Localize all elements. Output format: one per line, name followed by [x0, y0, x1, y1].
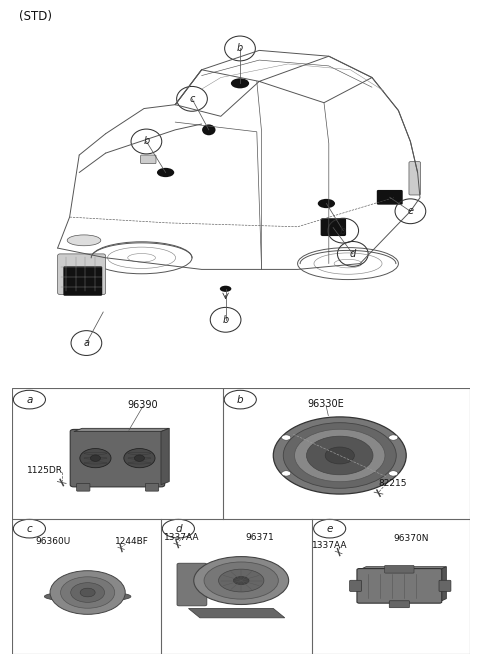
- Ellipse shape: [194, 556, 288, 604]
- Circle shape: [283, 422, 396, 488]
- Text: b: b: [237, 43, 243, 53]
- FancyBboxPatch shape: [145, 484, 159, 491]
- Text: 1337AA: 1337AA: [312, 541, 348, 550]
- Text: d: d: [349, 249, 356, 259]
- Ellipse shape: [67, 235, 101, 246]
- Text: 1337AA: 1337AA: [164, 533, 199, 541]
- FancyBboxPatch shape: [77, 484, 90, 491]
- Ellipse shape: [233, 577, 249, 585]
- Polygon shape: [74, 428, 169, 432]
- Circle shape: [71, 583, 105, 602]
- Polygon shape: [189, 608, 285, 618]
- FancyBboxPatch shape: [409, 162, 420, 195]
- FancyBboxPatch shape: [141, 155, 156, 164]
- FancyBboxPatch shape: [389, 600, 409, 608]
- Ellipse shape: [124, 449, 155, 468]
- Circle shape: [313, 519, 346, 538]
- FancyBboxPatch shape: [357, 568, 442, 603]
- Text: a: a: [26, 395, 33, 405]
- FancyBboxPatch shape: [377, 190, 403, 205]
- Circle shape: [162, 519, 194, 538]
- Text: e: e: [326, 524, 333, 533]
- Text: 1125DR: 1125DR: [27, 466, 63, 474]
- Circle shape: [282, 435, 291, 440]
- Circle shape: [13, 519, 46, 538]
- Circle shape: [389, 471, 398, 476]
- Text: (STD): (STD): [19, 10, 52, 23]
- Ellipse shape: [298, 248, 398, 280]
- Text: 96370N: 96370N: [393, 534, 429, 543]
- FancyBboxPatch shape: [70, 430, 165, 487]
- Text: c: c: [189, 94, 195, 104]
- FancyBboxPatch shape: [349, 580, 361, 591]
- Ellipse shape: [91, 242, 192, 274]
- Ellipse shape: [80, 449, 111, 468]
- Circle shape: [273, 417, 406, 494]
- Ellipse shape: [134, 455, 144, 461]
- Circle shape: [325, 447, 354, 464]
- Ellipse shape: [90, 455, 100, 461]
- Text: b: b: [222, 315, 229, 325]
- Circle shape: [202, 124, 216, 135]
- Circle shape: [224, 390, 256, 409]
- Circle shape: [295, 429, 385, 482]
- Ellipse shape: [220, 286, 231, 292]
- FancyBboxPatch shape: [63, 266, 102, 296]
- Circle shape: [282, 471, 291, 476]
- Circle shape: [389, 435, 398, 440]
- Text: d: d: [175, 524, 182, 533]
- FancyBboxPatch shape: [384, 566, 414, 573]
- Ellipse shape: [218, 569, 264, 592]
- Text: 96360U: 96360U: [36, 537, 71, 547]
- Ellipse shape: [157, 168, 174, 177]
- Circle shape: [80, 588, 95, 597]
- FancyBboxPatch shape: [439, 580, 451, 591]
- Polygon shape: [161, 428, 169, 485]
- Ellipse shape: [231, 78, 249, 89]
- Text: b: b: [340, 225, 347, 236]
- FancyBboxPatch shape: [58, 254, 106, 294]
- Polygon shape: [359, 567, 446, 570]
- Ellipse shape: [45, 591, 131, 602]
- Text: 96390: 96390: [127, 400, 158, 410]
- FancyBboxPatch shape: [321, 218, 346, 236]
- Circle shape: [60, 577, 115, 608]
- Text: 82215: 82215: [378, 479, 407, 488]
- Text: 96330E: 96330E: [308, 399, 344, 409]
- Text: 96371: 96371: [245, 533, 274, 541]
- Text: e: e: [408, 206, 413, 216]
- Text: a: a: [84, 338, 89, 348]
- Ellipse shape: [204, 562, 278, 599]
- FancyBboxPatch shape: [177, 563, 207, 606]
- Polygon shape: [440, 567, 446, 602]
- Ellipse shape: [318, 199, 335, 208]
- Text: 1244BF: 1244BF: [115, 537, 149, 547]
- Circle shape: [13, 390, 46, 409]
- Circle shape: [50, 571, 125, 614]
- Circle shape: [307, 436, 373, 475]
- Text: b: b: [237, 395, 243, 405]
- Text: b: b: [143, 137, 150, 147]
- Text: c: c: [26, 524, 32, 533]
